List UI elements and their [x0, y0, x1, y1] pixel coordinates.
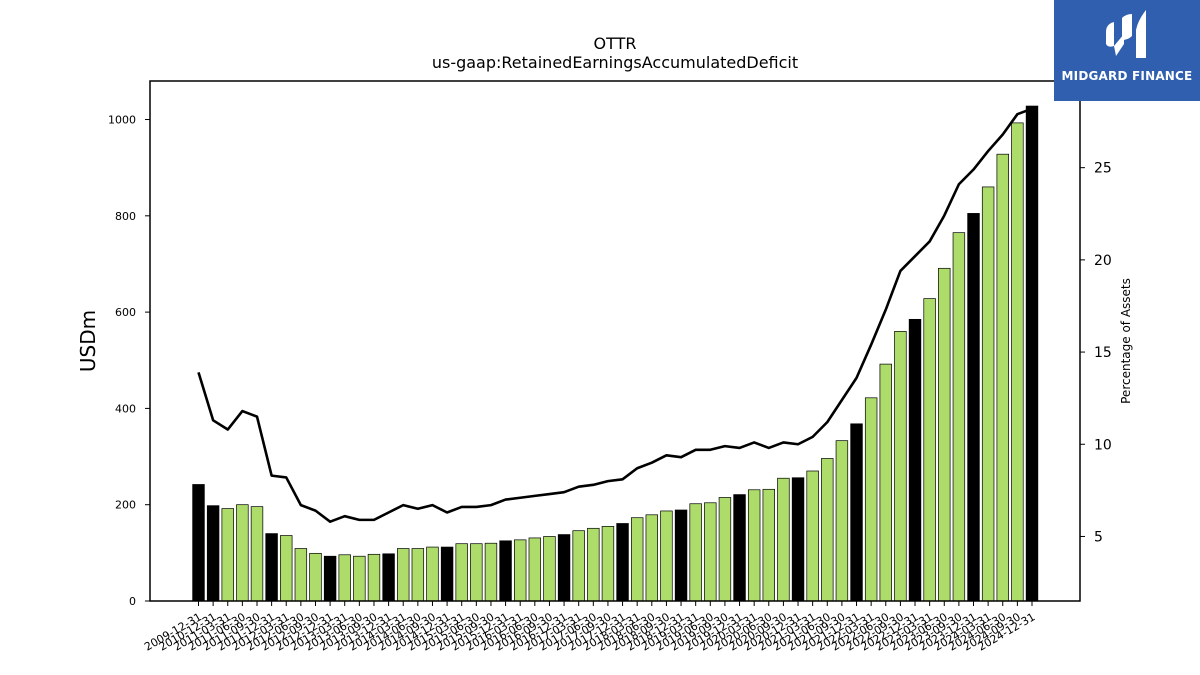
brand-name: MIDGARD FINANCE [1061, 69, 1193, 83]
bar [762, 488, 775, 602]
bar [616, 523, 629, 602]
y-tick-label: 1000 [108, 114, 136, 127]
bar [747, 489, 761, 602]
bar [338, 554, 351, 602]
y2-tick-label: 15 [1094, 345, 1112, 361]
bar [499, 540, 512, 602]
bar [850, 423, 863, 602]
bar [894, 331, 907, 602]
bar [323, 555, 337, 602]
bar [674, 509, 688, 602]
bar [981, 186, 995, 602]
bar [835, 440, 849, 602]
bar [309, 552, 322, 602]
bar [952, 232, 966, 602]
y2-tick-label: 25 [1094, 161, 1112, 177]
bar [689, 503, 702, 602]
bar [411, 548, 425, 602]
bar [1011, 122, 1024, 602]
y-tick-label: 400 [115, 402, 136, 415]
bar [528, 537, 542, 602]
bar [879, 363, 892, 602]
bar [543, 536, 556, 602]
percentage-line-series [197, 107, 1033, 524]
bar [484, 542, 498, 602]
bar [908, 318, 922, 602]
bar [192, 484, 205, 602]
bar [660, 510, 673, 602]
right-y-axis: 5 10 15 20 25 [1080, 161, 1112, 545]
bar [645, 514, 659, 602]
bar [1025, 105, 1039, 602]
y-tick-label: 600 [115, 306, 136, 319]
bar [455, 543, 468, 602]
bar [996, 153, 1009, 602]
bar [806, 470, 819, 602]
bar [630, 517, 644, 602]
chart-title: OTTR [594, 34, 637, 53]
bar [221, 508, 234, 602]
y-tick-label: 200 [115, 499, 136, 512]
bar [353, 555, 366, 602]
bar [440, 546, 454, 602]
y-tick-label: 0 [129, 595, 136, 608]
y-axis-label: USDm [76, 310, 100, 372]
bar [557, 534, 571, 602]
bar [280, 535, 293, 602]
bar [821, 458, 834, 602]
bar [470, 543, 483, 602]
bar [733, 494, 746, 602]
bar [923, 298, 936, 602]
bar [206, 505, 220, 602]
bar [397, 548, 410, 602]
left-y-axis: 0 200 400 600 800 1000 [108, 114, 150, 608]
bar [294, 548, 308, 602]
y-tick-label: 800 [115, 210, 136, 223]
percentage-line [197, 107, 1033, 524]
x-axis: 2009-12-312010-12-312011-03-312011-06-30… [142, 601, 1038, 654]
bar [864, 397, 878, 602]
brand-logo: MIDGARD FINANCE [1054, 0, 1200, 101]
bar [426, 546, 439, 602]
y2-tick-label: 5 [1094, 529, 1103, 545]
bar [367, 553, 381, 602]
bar-series [192, 105, 1039, 602]
plot-frame [149, 80, 1081, 602]
bar [718, 497, 732, 602]
bar [265, 533, 278, 602]
bar [704, 502, 717, 602]
bar [777, 477, 790, 602]
bar [587, 527, 600, 602]
bar [382, 553, 395, 602]
bar [513, 539, 527, 602]
midgard-finance-logo-icon [1106, 10, 1146, 58]
bar [967, 213, 980, 602]
y2-tick-label: 20 [1094, 253, 1112, 269]
bar [236, 504, 249, 602]
bar [250, 506, 264, 602]
bar [601, 526, 615, 602]
bar [938, 267, 951, 602]
y2-axis-label: Percentage of Assets [1119, 278, 1133, 404]
chart-subtitle: us-gaap:RetainedEarningsAccumulatedDefic… [432, 53, 798, 72]
bar [572, 530, 585, 602]
y2-tick-label: 10 [1094, 437, 1112, 453]
bar [791, 477, 805, 602]
